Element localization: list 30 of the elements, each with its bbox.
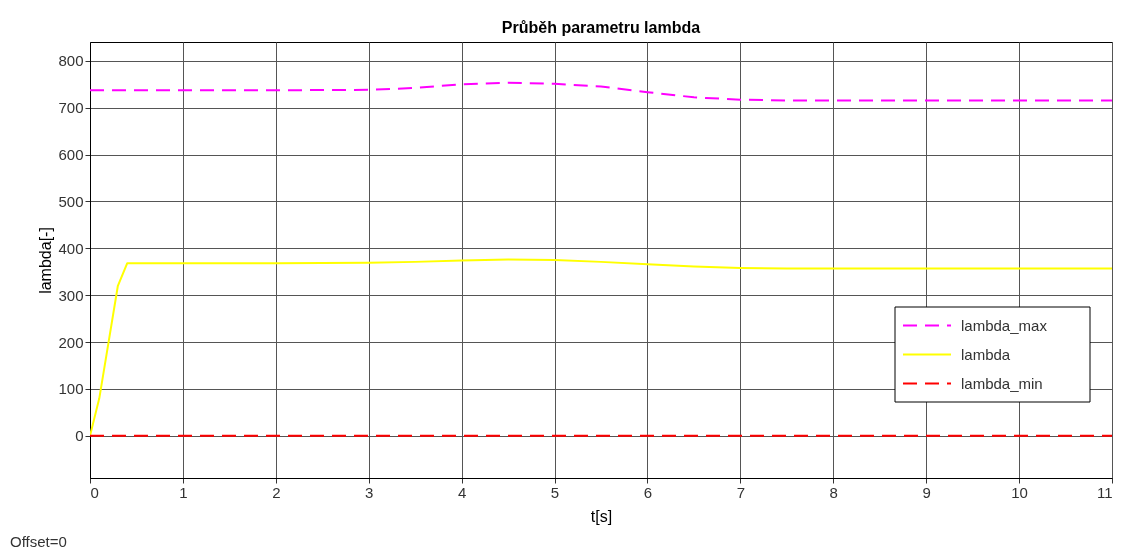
x-tick-label: 4: [457, 483, 467, 501]
x-tick-label: 11: [1096, 483, 1113, 501]
chart-title: Průběh parametru lambda: [501, 19, 701, 36]
y-tick-label: 100: [58, 380, 84, 398]
y-axis-title: lambda[-]: [37, 227, 55, 294]
y-tick-label: 200: [58, 333, 84, 351]
line-series: [90, 258, 1112, 437]
y-tick-label: 300: [58, 286, 84, 304]
x-tick-label: 9: [922, 483, 931, 501]
x-tick-label: 0: [90, 483, 99, 501]
y-tick-label: 0: [75, 427, 84, 445]
x-tick-label: 7: [736, 483, 746, 501]
line-series: [90, 81, 1112, 102]
x-tick-label: 2: [272, 483, 281, 501]
y-tick-label: 400: [58, 239, 84, 257]
y-tick-label: 700: [58, 99, 84, 117]
y-tick-label: 600: [58, 146, 84, 164]
x-axis-title: t[s]: [590, 507, 613, 525]
x-tick-label: 1: [179, 483, 188, 501]
legend-label: lambda_min: [961, 374, 1043, 392]
x-tick-label: 8: [829, 483, 838, 501]
x-tick-label: 6: [643, 483, 653, 501]
x-tick-label: 10: [1011, 483, 1028, 501]
text: Offset=0: [10, 533, 67, 549]
x-tick-label: 3: [365, 483, 374, 501]
legend-label: lambda: [961, 345, 1011, 363]
legend-label: lambda_max: [961, 316, 1048, 334]
y-tick-label: 500: [58, 192, 84, 210]
y-tick-label: 800: [58, 52, 84, 70]
x-tick-label: 5: [550, 483, 560, 501]
